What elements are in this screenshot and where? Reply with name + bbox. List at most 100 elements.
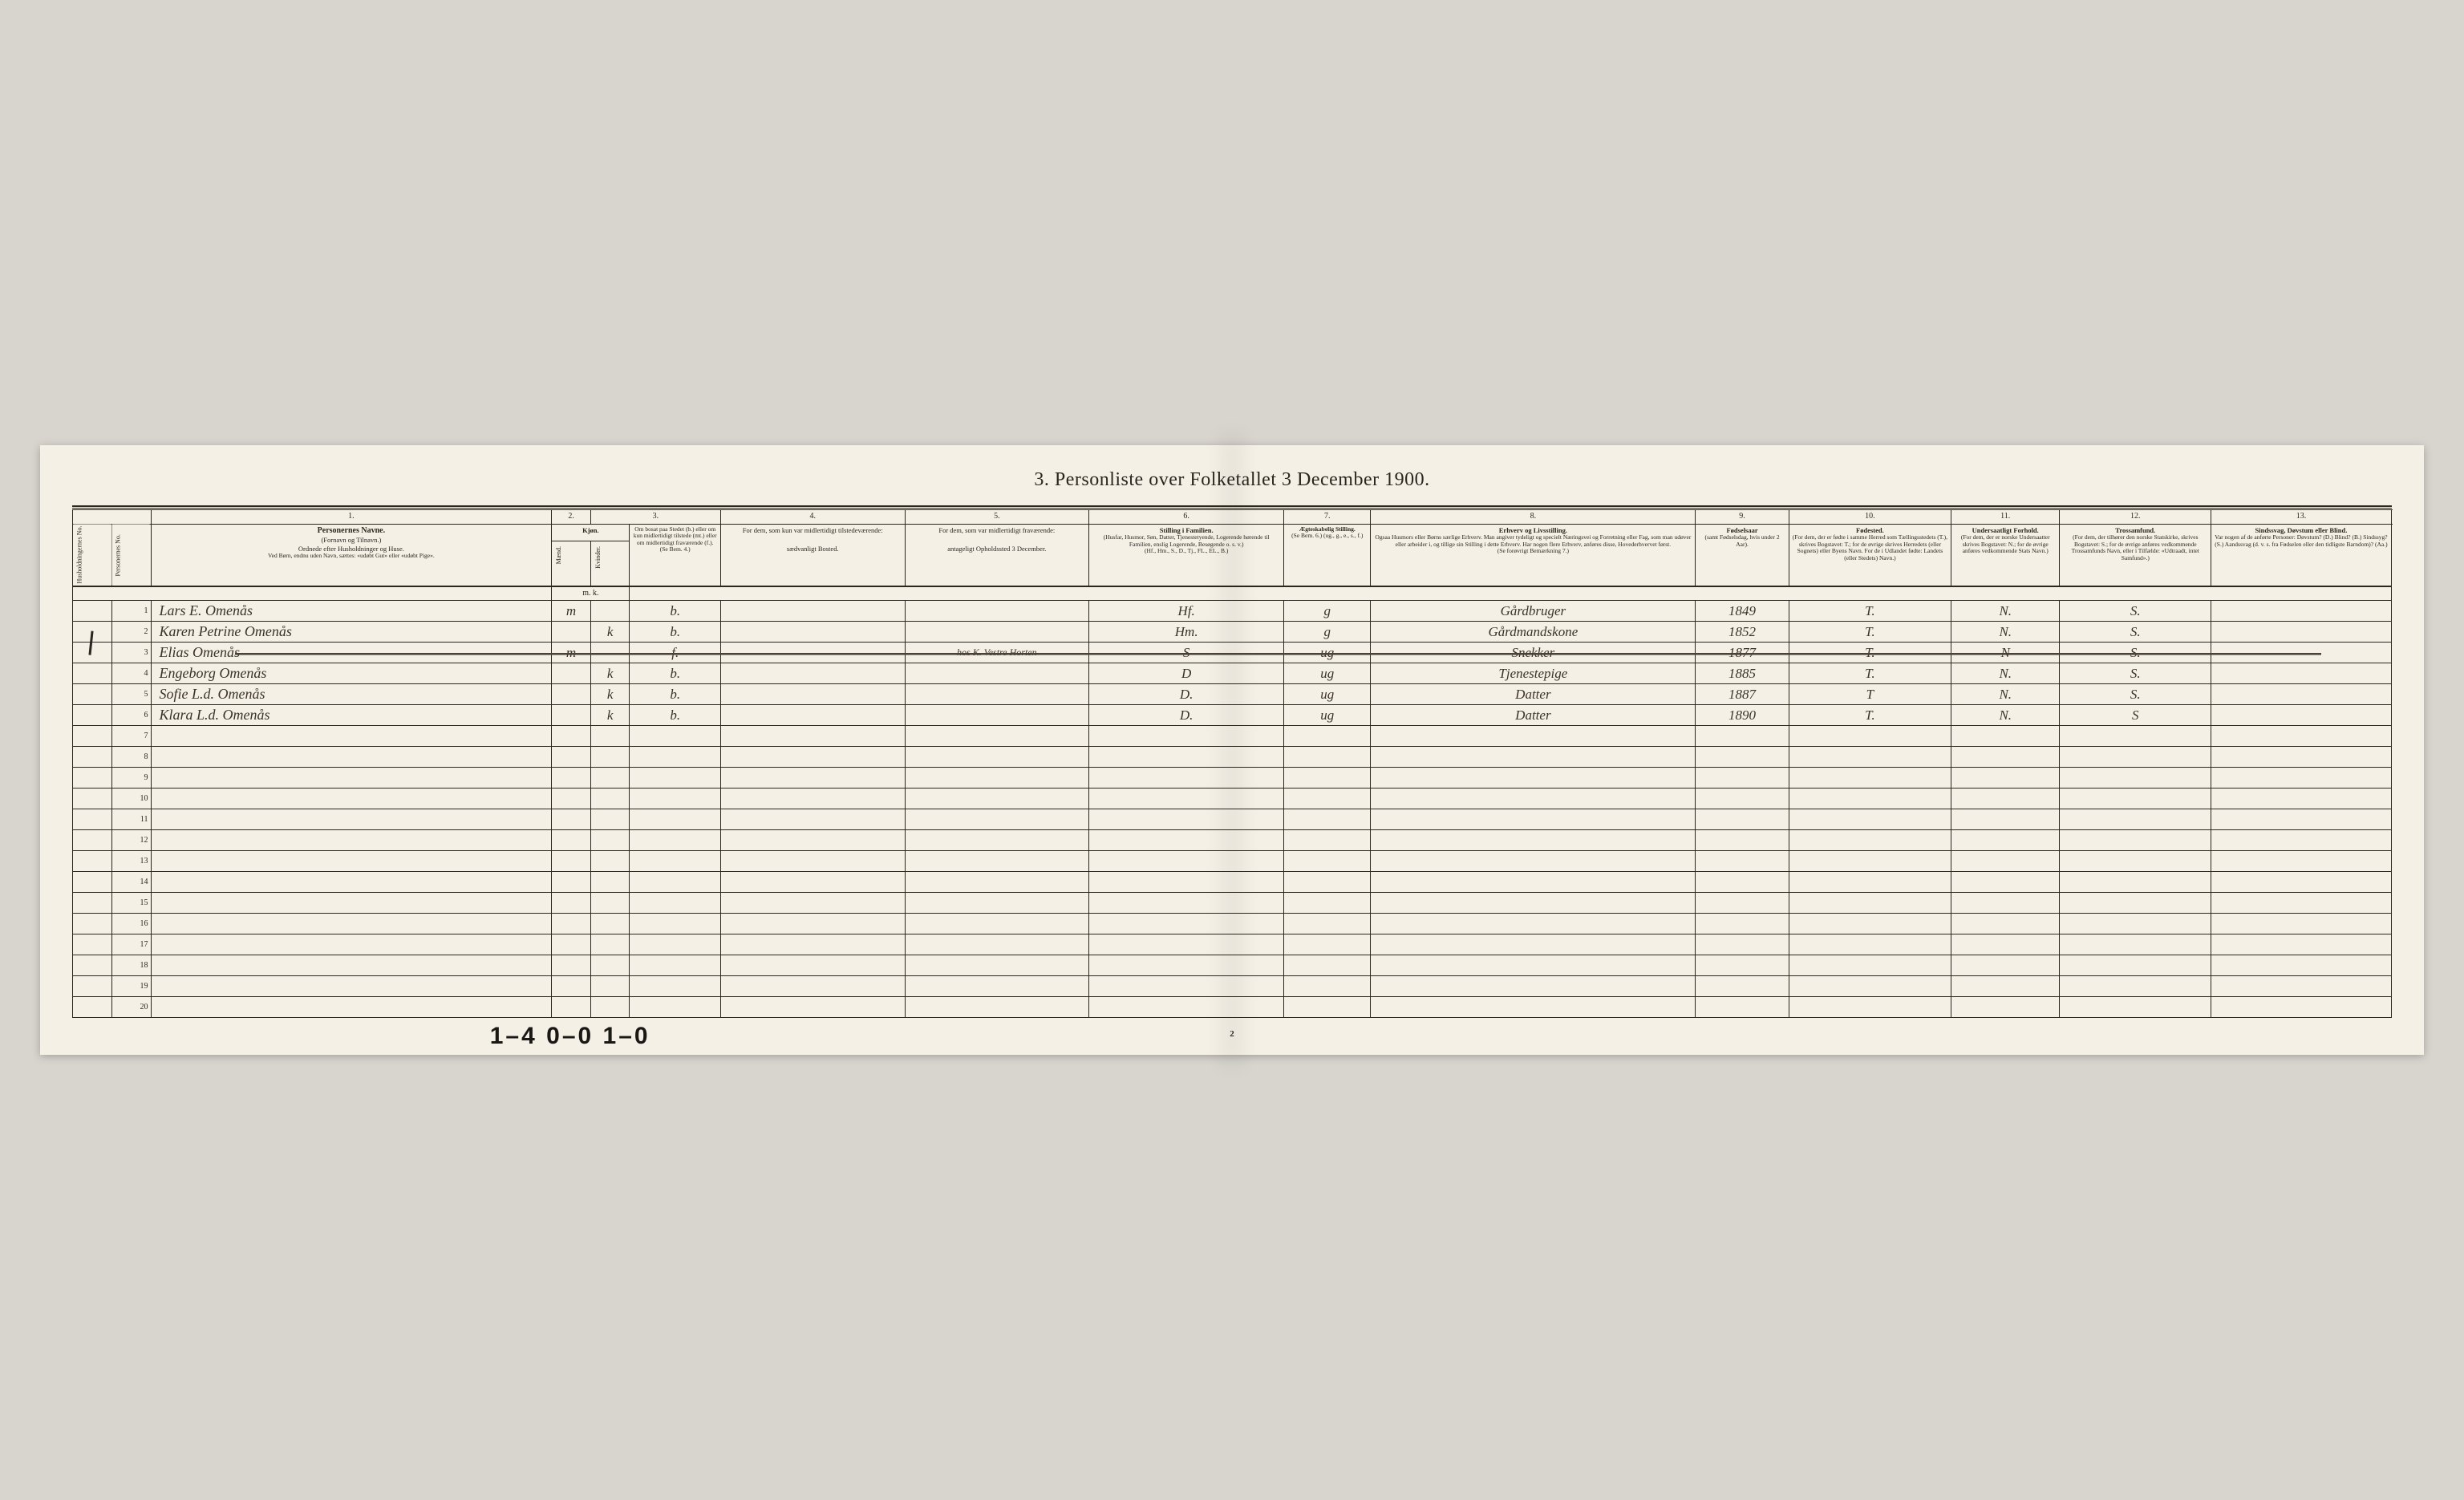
table-row-empty: 17: [73, 934, 2391, 955]
empty-cell: [1371, 872, 1696, 893]
empty-cell: [1284, 955, 1371, 976]
footer-annotation: 1–4 0–0 1–0: [72, 1023, 2391, 1050]
hush-no-cell: [73, 851, 112, 872]
empty-cell: [151, 830, 552, 851]
colnum-blank: [73, 510, 151, 525]
empty-cell: [151, 768, 552, 789]
empty-cell: [905, 851, 1089, 872]
empty-cell: [720, 768, 905, 789]
empty-cell: [630, 997, 720, 1018]
empty-cell: [2060, 955, 2211, 976]
empty-cell: [1371, 830, 1696, 851]
empty-cell: [1789, 997, 1951, 1018]
empty-cell: [552, 768, 591, 789]
empty-cell: [590, 809, 630, 830]
empty-cell: [590, 726, 630, 747]
empty-cell: [905, 830, 1089, 851]
table-row-empty: 10: [73, 789, 2391, 809]
empty-cell: [1089, 893, 1284, 914]
empty-cell: [2211, 934, 2391, 955]
table-row-empty: 12: [73, 830, 2391, 851]
pers-no-cell: 17: [111, 934, 151, 955]
empty-cell: [720, 809, 905, 830]
hdr-c14-s: Var nogen af de anførte Personer: Døvstu…: [2214, 534, 2388, 548]
empty-cell: [1789, 872, 1951, 893]
empty-cell: [1951, 955, 2060, 976]
empty-cell: [1089, 997, 1284, 1018]
empty-cell: [1371, 976, 1696, 997]
empty-cell: [720, 976, 905, 997]
empty-cell: [1284, 914, 1371, 934]
empty-cell: [1789, 747, 1951, 768]
empty-cell: [2060, 893, 2211, 914]
occupation-cell: Gårdmandskone: [1371, 622, 1696, 643]
hush-no-cell: [73, 872, 112, 893]
hdr-c11-s: (For dem, der er fødte i samme Herred so…: [1792, 534, 1949, 562]
empty-cell: [552, 789, 591, 809]
empty-cell: [2060, 726, 2211, 747]
hdr-kvinder: Kvinder.: [590, 541, 630, 586]
empty-cell: [1371, 747, 1696, 768]
sex-m-cell: [552, 622, 591, 643]
table-row-empty: 8: [73, 747, 2391, 768]
nationality-cell: N.: [1951, 601, 2060, 622]
empty-cell: [2211, 747, 2391, 768]
empty-cell: [1089, 914, 1284, 934]
hdr-pers-no: Personernes No.: [111, 524, 151, 586]
empty-cell: [1951, 997, 2060, 1018]
hdr-maend: Mænd.: [552, 541, 591, 586]
hdr-c7-s1: (Husfar, Husmor, Søn, Datter, Tjenestety…: [1092, 534, 1281, 548]
pers-no-cell: 1: [111, 601, 151, 622]
empty-cell: [1696, 997, 1789, 1018]
birthyear-cell: 1885: [1696, 663, 1789, 684]
empty-cell: [630, 893, 720, 914]
empty-cell: [1789, 768, 1951, 789]
hdr-c10-s: (samt Fødselsdag, hvis under 2 Aar).: [1698, 534, 1785, 548]
table-row: 1Lars E. Omenåsmb.Hf.gGårdbruger1849T.N.…: [73, 601, 2391, 622]
empty-cell: [1371, 768, 1696, 789]
table-row-empty: 18: [73, 955, 2391, 976]
colnum-4: 4.: [720, 510, 905, 525]
pers-no-cell: 9: [111, 768, 151, 789]
temp-present-cell: [720, 705, 905, 726]
empty-cell: [1371, 955, 1696, 976]
empty-cell: [1696, 893, 1789, 914]
empty-cell: [590, 997, 630, 1018]
empty-cell: [720, 934, 905, 955]
hush-no-cell: [73, 914, 112, 934]
empty-cell: [2211, 872, 2391, 893]
empty-cell: [590, 830, 630, 851]
hdr-navne-s1: (Fornavn og Tilnavn.): [154, 536, 549, 545]
empty-cell: [590, 789, 630, 809]
empty-cell: [552, 976, 591, 997]
sex-m-cell: m: [552, 643, 591, 663]
empty-cell: [1789, 934, 1951, 955]
empty-cell: [720, 747, 905, 768]
census-table: 1. 2. 3. 4. 5. 6. 7. 8. 9. 10. 11. 12. 1…: [72, 509, 2391, 1018]
hdr-trossamfund: Trossamfund. (For dem, der tilhører den …: [2060, 524, 2211, 586]
empty-cell: [1089, 726, 1284, 747]
empty-cell: [2211, 976, 2391, 997]
table-row: 6Klara L.d. Omenåskb.D.ugDatter1890T.N.S: [73, 705, 2391, 726]
page-title: 3. Personliste over Folketallet 3 Decemb…: [72, 469, 2391, 491]
colnum-1: 1.: [151, 510, 552, 525]
empty-cell: [1789, 789, 1951, 809]
pers-no-cell: 4: [111, 663, 151, 684]
mk-blank2: [630, 586, 2391, 601]
colnum-10: 10.: [1789, 510, 1951, 525]
empty-cell: [1371, 934, 1696, 955]
hdr-aegteskab: Ægteskabelig Stilling. (Se Bem. 6.) (ug.…: [1284, 524, 1371, 586]
empty-cell: [1951, 809, 2060, 830]
empty-cell: [905, 893, 1089, 914]
empty-cell: [1951, 830, 2060, 851]
empty-cell: [151, 809, 552, 830]
sex-k-cell: k: [590, 622, 630, 643]
rule-top-thin: [72, 508, 2391, 509]
empty-cell: [1284, 893, 1371, 914]
empty-cell: [1696, 789, 1789, 809]
temp-absent-cell: [905, 705, 1089, 726]
empty-cell: [720, 893, 905, 914]
hdr-navne: Personernes Navne. (Fornavn og Tilnavn.)…: [151, 524, 552, 586]
empty-cell: [151, 914, 552, 934]
empty-cell: [552, 914, 591, 934]
